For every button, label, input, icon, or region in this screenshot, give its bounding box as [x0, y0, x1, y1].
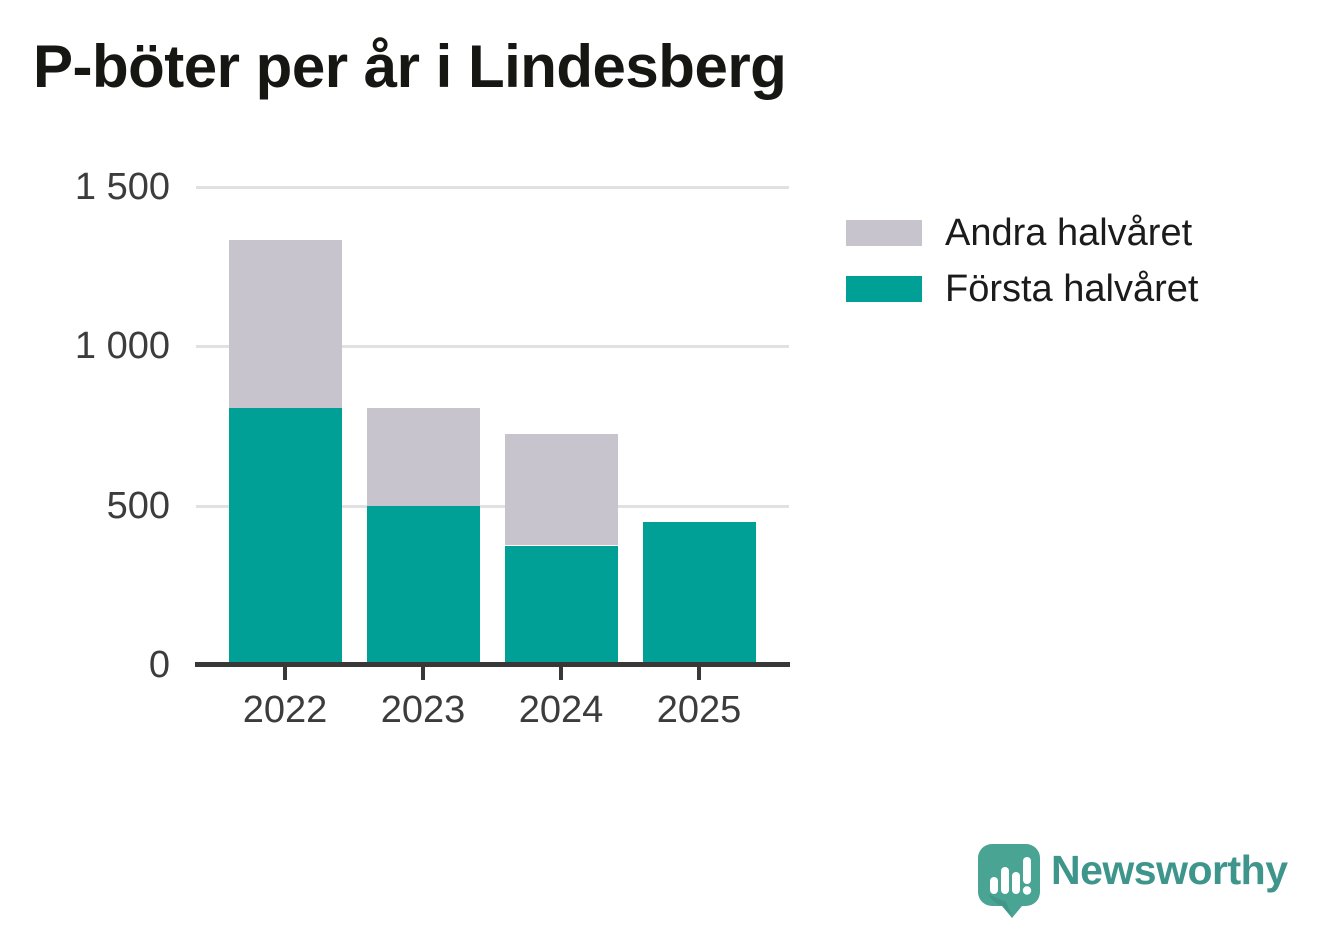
x-tick-2022 — [283, 667, 287, 680]
y-tick-label-0: 0 — [148, 644, 170, 686]
bar-segment-2024-första-halvåret — [504, 545, 618, 665]
gridline-1000 — [196, 345, 789, 349]
legend-swatch — [846, 276, 922, 302]
legend-label: Första halvåret — [945, 268, 1199, 310]
bar-segment-2022-andra-halvåret — [228, 239, 342, 409]
brand-footer: Newsworthy — [978, 844, 1288, 918]
x-axis-line — [195, 662, 790, 667]
x-tick-2024 — [559, 667, 563, 680]
x-tick-label-2024: 2024 — [518, 689, 604, 731]
legend-swatch — [846, 220, 922, 246]
legend-item-andra-halvåret: Andra halvåret — [846, 214, 1192, 252]
y-tick-label-1000: 1 000 — [74, 325, 170, 368]
x-tick-label-2025: 2025 — [656, 689, 742, 731]
newsworthy-logo-icon — [978, 844, 1040, 918]
legend-label: Andra halvåret — [945, 212, 1193, 254]
x-tick-2023 — [421, 667, 425, 680]
legend-item-första-halvåret: Första halvåret — [846, 270, 1198, 308]
x-tick-label-2023: 2023 — [380, 689, 466, 731]
bar-segment-2022-första-halvåret — [228, 408, 342, 665]
y-tick-label-1500: 1 500 — [74, 166, 170, 208]
bar-segment-2023-första-halvåret — [366, 505, 480, 665]
gridline-1500 — [196, 186, 789, 189]
bar-segment-2024-andra-halvåret — [504, 433, 618, 546]
chart-title: P-böter per år i Lindesberg — [33, 33, 787, 100]
bar-segment-2023-andra-halvåret — [366, 408, 480, 506]
gridline-500 — [196, 504, 789, 508]
x-tick-label-2022: 2022 — [242, 689, 328, 731]
y-tick-label-500: 500 — [106, 484, 170, 527]
brand-name: Newsworthy — [1051, 847, 1288, 893]
bar-segment-2025-första-halvåret — [642, 521, 756, 665]
x-tick-2025 — [697, 667, 701, 680]
